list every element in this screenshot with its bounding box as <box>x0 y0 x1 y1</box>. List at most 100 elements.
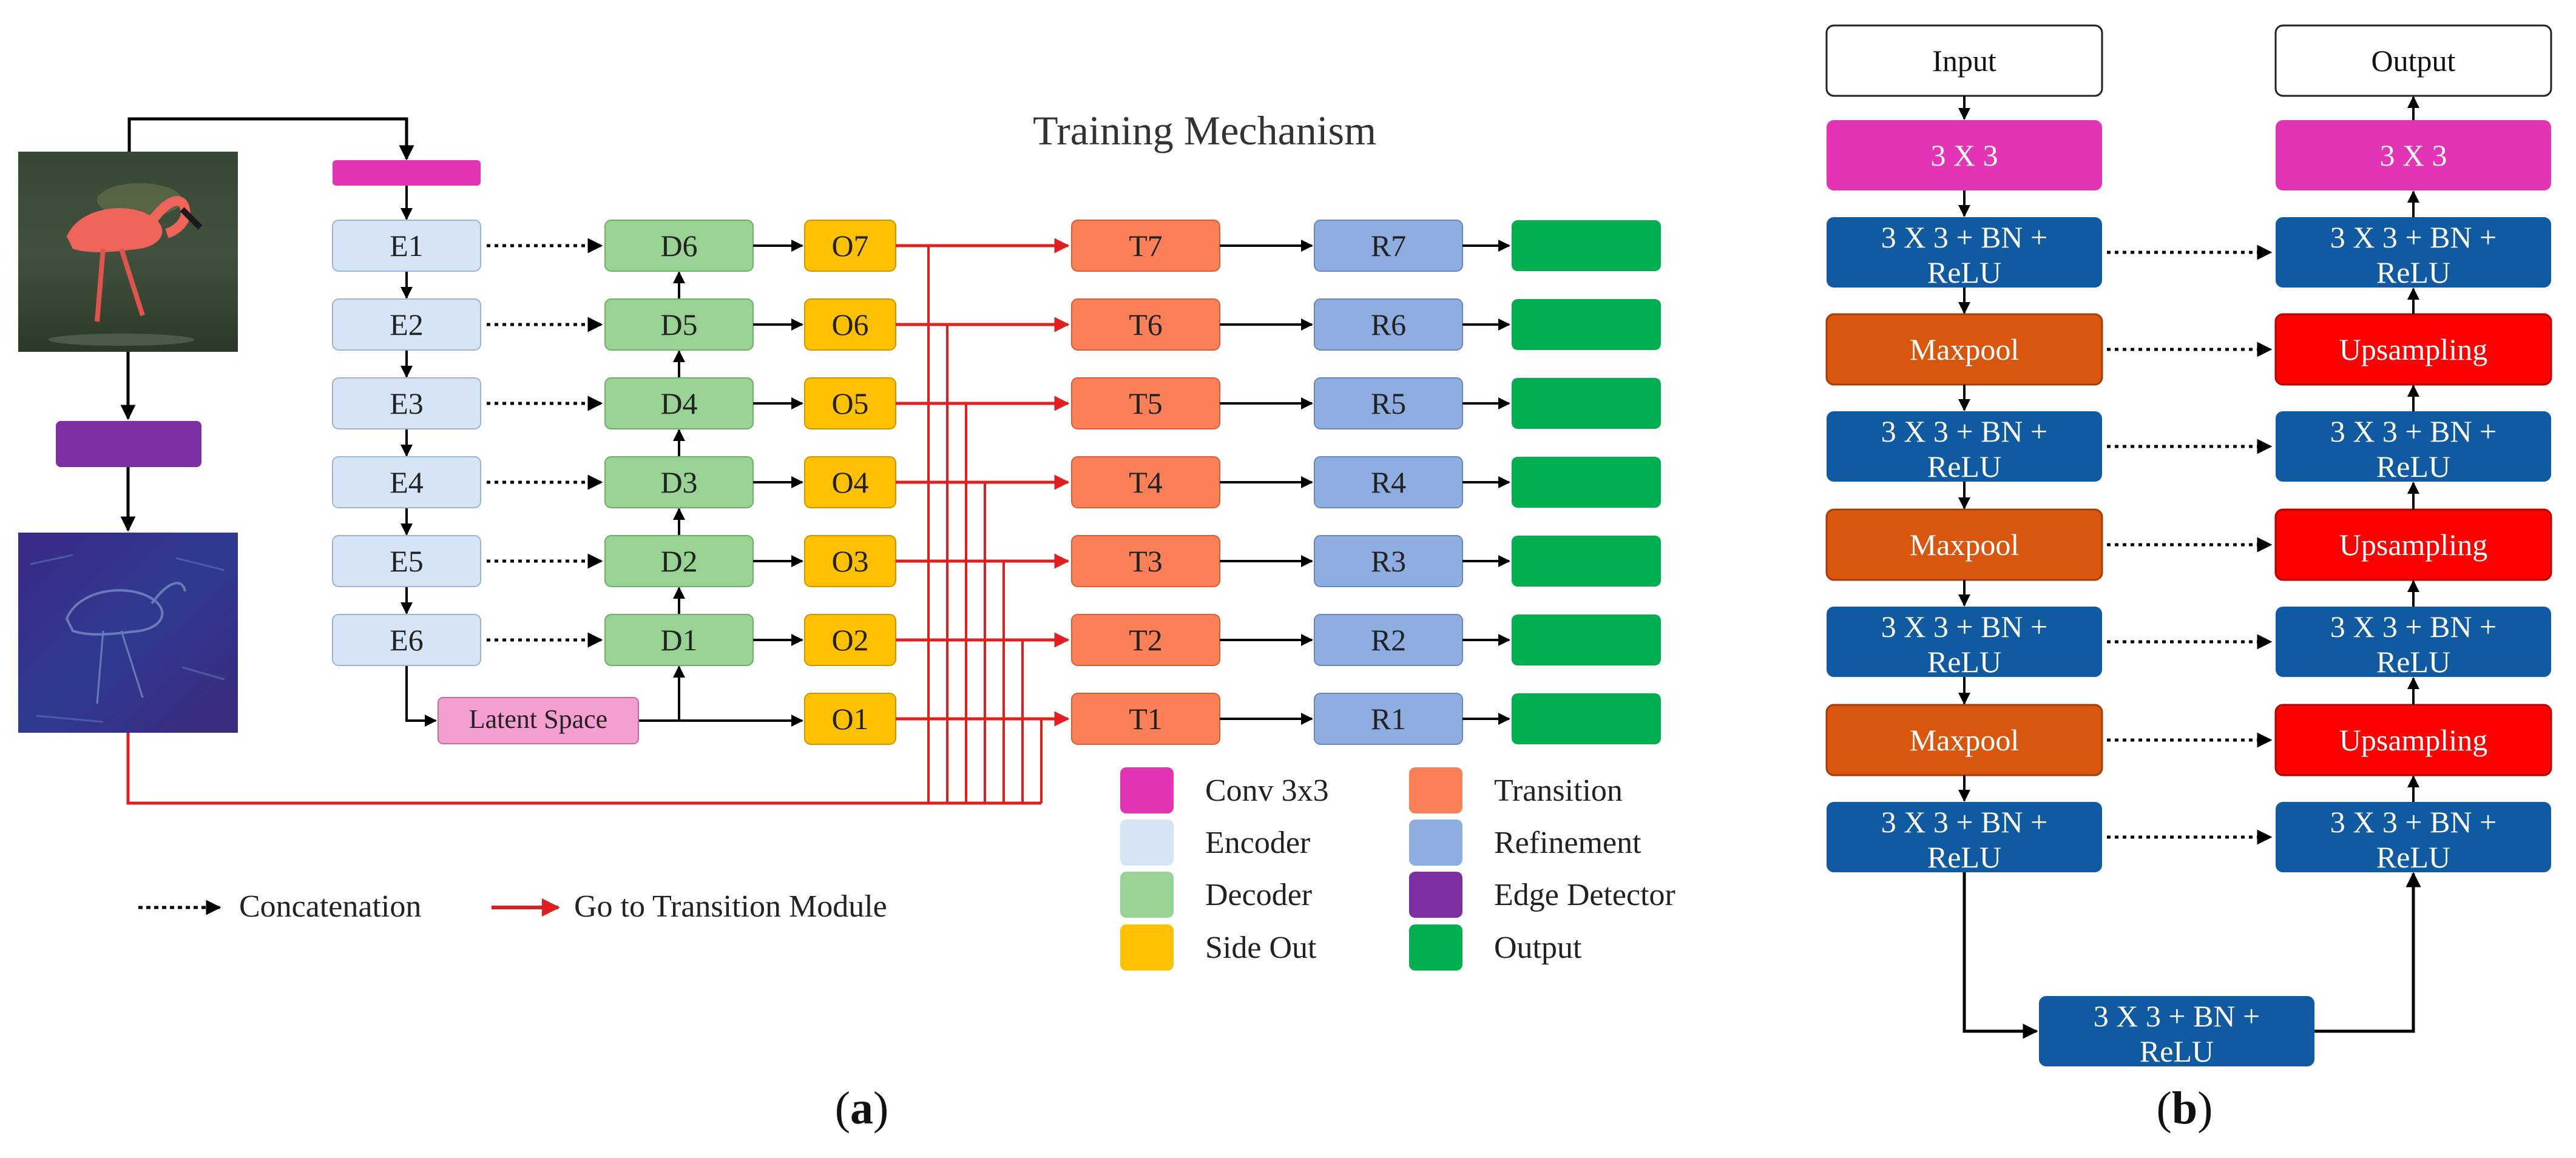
output-box <box>1512 457 1661 508</box>
transition-label: T7 <box>1129 229 1163 263</box>
encoder-label: E3 <box>390 386 424 420</box>
from-bottleneck-arrow <box>2314 872 2421 1033</box>
refinement-label: R5 <box>1371 386 1406 420</box>
edge-detector-box <box>56 421 201 467</box>
encoder-box <box>332 535 481 587</box>
legend-swatch <box>1120 767 1174 813</box>
encoder-label: E1 <box>390 229 424 263</box>
conv-bn-relu-right-line1: 3 X 3 + BN + <box>2330 610 2497 644</box>
output-box <box>1512 299 1661 350</box>
conv-bn-relu-right-line1: 3 X 3 + BN + <box>2330 220 2497 254</box>
encoder-label: E4 <box>390 465 424 499</box>
bottleneck-line1: 3 X 3 + BN + <box>2094 999 2260 1033</box>
panel-a: Training Mechanism <box>18 107 1675 1134</box>
legend-label: Decoder <box>1205 878 1312 912</box>
conv-left-box <box>1827 120 2102 190</box>
encoder-label: E6 <box>390 623 424 657</box>
legend-label: Refinement <box>1494 826 1641 860</box>
caption-b: (b) <box>2157 1083 2213 1134</box>
output-label: Output <box>2371 44 2456 78</box>
conv-bn-relu-left-line2: ReLU <box>1927 449 2001 483</box>
legend-swatch <box>1120 872 1174 918</box>
refinement-label: R7 <box>1371 229 1406 263</box>
side-out-label: O2 <box>831 623 868 657</box>
to-bottleneck-arrow <box>1962 872 2038 1039</box>
conv-bn-relu-left-box <box>1827 217 2102 288</box>
maxpool-label: Maxpool <box>1910 528 2020 562</box>
conv-bn-relu-right-line2: ReLU <box>2376 255 2450 289</box>
upsampling-label: Upsampling <box>2339 723 2487 757</box>
maxpool-label: Maxpool <box>1910 723 2020 757</box>
conv-bn-relu-left-box <box>1827 411 2102 482</box>
encoder-box <box>332 377 481 429</box>
encoder-box <box>332 614 481 666</box>
bottleneck-line2: ReLU <box>2140 1034 2214 1068</box>
bottleneck-box <box>2039 996 2314 1066</box>
upsampling-label: Upsampling <box>2339 528 2487 562</box>
upsampling-label: Upsampling <box>2339 332 2487 366</box>
refinement-label: R2 <box>1371 623 1406 657</box>
legend-label: Transition <box>1494 773 1623 808</box>
latent-space-label: Latent Space <box>469 704 607 734</box>
output-box <box>1512 220 1661 271</box>
refinement-label: R4 <box>1371 465 1406 499</box>
side-out-label: O4 <box>831 465 868 499</box>
conv-right-box <box>2276 120 2551 190</box>
transition-label: T2 <box>1129 623 1163 657</box>
conv-bn-relu-right-line2: ReLU <box>2376 449 2450 483</box>
output-box <box>1512 536 1661 587</box>
decoder-label: D5 <box>660 308 697 342</box>
side-out-label: O1 <box>831 702 868 736</box>
photo-to-conv-arrow <box>127 117 414 161</box>
legend: Conv 3x3 Transition Encoder Refinement Decod… <box>1120 767 1675 971</box>
decoder-label: D4 <box>660 386 697 420</box>
transition-label: T6 <box>1129 308 1163 342</box>
legend-label: Edge Detector <box>1494 878 1675 912</box>
network-grid: E1 D6 O7 T7 R7 E2 D5 O6 T6 R6 E3 D4 O5 T5 R5 E4 D3 O4 T4 R4… <box>126 186 1661 805</box>
conv-bn-relu-right-line2: ReLU <box>2376 645 2450 679</box>
refinement-label: R1 <box>1371 702 1406 736</box>
decoder-label: D2 <box>660 544 697 578</box>
conv-bn-relu-left-line2: ReLU <box>1927 645 2001 679</box>
decoder-label: D6 <box>660 229 697 263</box>
output-box <box>1512 614 1661 665</box>
legend-swatch <box>1409 820 1462 866</box>
legend-swatch <box>1120 820 1174 866</box>
legend-swatch <box>1120 924 1174 971</box>
legend-swatch <box>1409 767 1462 813</box>
conv-bn-relu-right-line2: ReLU <box>2376 840 2450 874</box>
side-out-label: O3 <box>831 544 868 578</box>
encoder-to-latent-arrow <box>405 665 437 727</box>
input-label: Input <box>1932 44 1996 78</box>
encoder-box <box>332 220 481 272</box>
encoder-box <box>332 456 481 508</box>
maxpool-label: Maxpool <box>1910 332 2020 366</box>
conv-bn-relu-left-line1: 3 X 3 + BN + <box>1881 805 2047 839</box>
decoder-label: D1 <box>660 623 697 657</box>
latent-space-box <box>438 697 639 744</box>
conv-bn-relu-left-line1: 3 X 3 + BN + <box>1881 414 2047 448</box>
legend-label: Conv 3x3 <box>1205 773 1329 808</box>
conv-bn-relu-right-box <box>2276 411 2551 482</box>
conv-bn-relu-left-line2: ReLU <box>1927 840 2001 874</box>
transition-label: T4 <box>1129 465 1163 499</box>
conv-bn-relu-right-box <box>2276 802 2551 872</box>
encoder-label: E5 <box>390 544 424 578</box>
transition-legend-label: Go to Transition Module <box>574 889 887 924</box>
conv-bn-relu-left-box <box>1827 802 2102 872</box>
conv-bn-relu-left-box <box>1827 607 2102 677</box>
transition-label: T5 <box>1129 386 1163 420</box>
edge-image <box>18 533 238 733</box>
edge-feed-red-line <box>126 733 1041 805</box>
transition-label: T3 <box>1129 544 1163 578</box>
side-out-label: O5 <box>831 386 868 420</box>
legend-label: Encoder <box>1205 826 1310 860</box>
caption-a: (a) <box>835 1083 889 1134</box>
side-out-label: O6 <box>831 308 868 342</box>
refinement-label: R6 <box>1371 308 1406 342</box>
conv-bn-relu-right-box <box>2276 217 2551 288</box>
conv-bn-relu-right-box <box>2276 607 2551 677</box>
output-box <box>1512 693 1661 744</box>
